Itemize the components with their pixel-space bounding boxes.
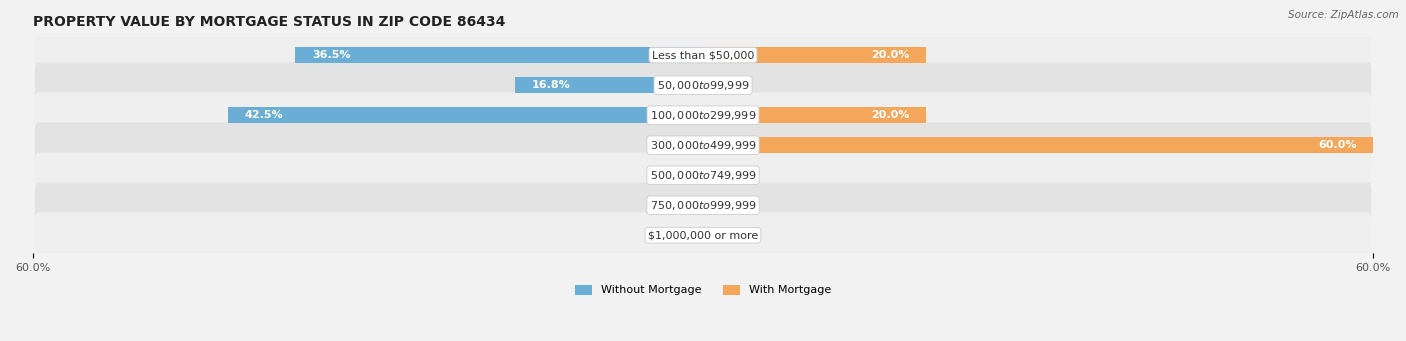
Legend: Without Mortgage, With Mortgage: Without Mortgage, With Mortgage — [575, 285, 831, 295]
Text: Source: ZipAtlas.com: Source: ZipAtlas.com — [1288, 10, 1399, 20]
FancyBboxPatch shape — [35, 152, 1371, 198]
Text: $100,000 to $299,999: $100,000 to $299,999 — [650, 109, 756, 122]
Bar — [515, 77, 703, 93]
Text: $750,000 to $999,999: $750,000 to $999,999 — [650, 199, 756, 212]
Text: 0.0%: 0.0% — [717, 80, 745, 90]
Bar — [295, 47, 703, 63]
Text: 4.2%: 4.2% — [661, 170, 689, 180]
Text: $500,000 to $749,999: $500,000 to $749,999 — [650, 169, 756, 182]
Text: 0.0%: 0.0% — [717, 230, 745, 240]
FancyBboxPatch shape — [35, 32, 1371, 78]
Text: 16.8%: 16.8% — [531, 80, 571, 90]
Bar — [657, 167, 703, 183]
Text: 36.5%: 36.5% — [312, 50, 350, 60]
FancyBboxPatch shape — [35, 122, 1371, 168]
Text: 0.0%: 0.0% — [717, 200, 745, 210]
Text: 0.0%: 0.0% — [661, 140, 689, 150]
Text: 20.0%: 20.0% — [872, 50, 910, 60]
Text: 0.0%: 0.0% — [661, 200, 689, 210]
Bar — [703, 47, 927, 63]
Text: 0.0%: 0.0% — [661, 230, 689, 240]
Text: Less than $50,000: Less than $50,000 — [652, 50, 754, 60]
Bar — [703, 107, 927, 123]
Text: 42.5%: 42.5% — [245, 110, 284, 120]
Bar — [228, 107, 703, 123]
Text: 20.0%: 20.0% — [872, 110, 910, 120]
Text: $300,000 to $499,999: $300,000 to $499,999 — [650, 139, 756, 152]
FancyBboxPatch shape — [35, 182, 1371, 228]
FancyBboxPatch shape — [35, 92, 1371, 138]
Bar — [703, 137, 1374, 153]
Text: $1,000,000 or more: $1,000,000 or more — [648, 230, 758, 240]
Text: 0.0%: 0.0% — [717, 170, 745, 180]
Text: PROPERTY VALUE BY MORTGAGE STATUS IN ZIP CODE 86434: PROPERTY VALUE BY MORTGAGE STATUS IN ZIP… — [32, 15, 505, 29]
FancyBboxPatch shape — [35, 62, 1371, 108]
Text: 60.0%: 60.0% — [1317, 140, 1357, 150]
Text: $50,000 to $99,999: $50,000 to $99,999 — [657, 79, 749, 92]
FancyBboxPatch shape — [35, 212, 1371, 258]
